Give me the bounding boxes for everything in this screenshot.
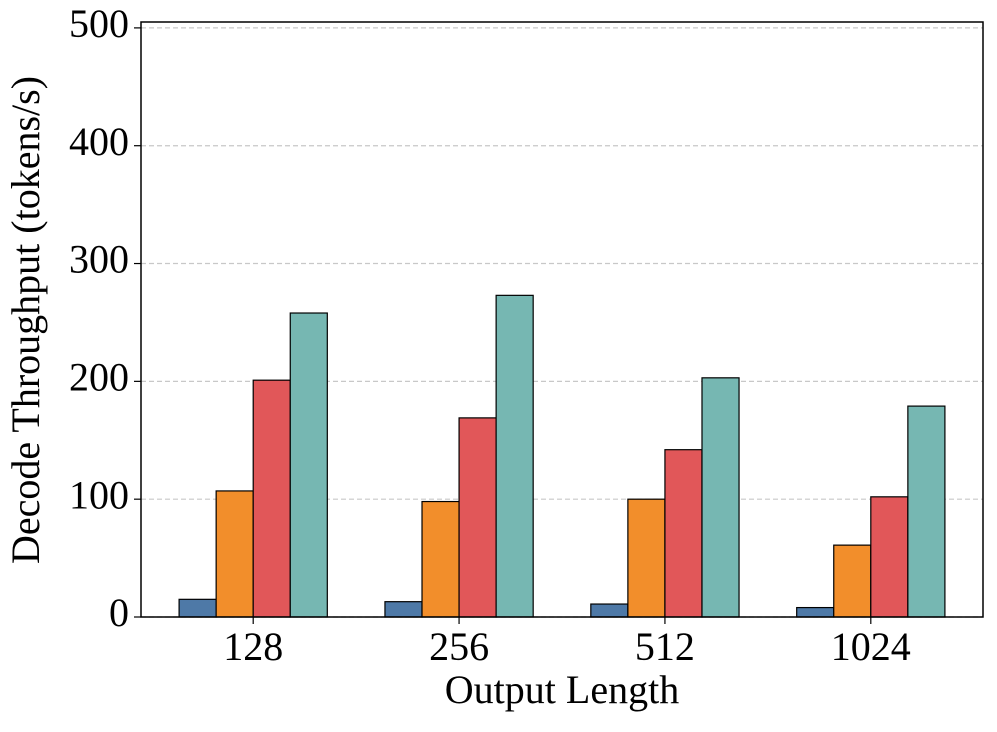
bar: [870, 496, 909, 618]
bar: [421, 500, 460, 618]
bar: [664, 449, 703, 618]
bar: [252, 379, 291, 618]
y-tick-label: 200: [69, 355, 129, 400]
bar: [458, 417, 497, 618]
y-tick-label: 0: [109, 590, 129, 635]
plot-frame: [140, 21, 984, 618]
bar: [178, 598, 217, 618]
bar: [384, 601, 423, 618]
bar: [796, 606, 835, 618]
y-tick-label: 400: [69, 119, 129, 164]
bar: [289, 312, 328, 618]
y-tick-label: 500: [69, 1, 129, 46]
x-tick-label: 128: [223, 624, 283, 669]
x-tick-label: 512: [635, 624, 695, 669]
x-axis-label: Output Length: [445, 667, 679, 712]
x-tick-label: 256: [429, 624, 489, 669]
y-axis-label: Decode Throughput (tokens/s): [3, 76, 48, 564]
bar: [833, 544, 872, 618]
bar: [590, 603, 629, 618]
x-tick-label: 1024: [831, 624, 911, 669]
y-tick-label: 300: [69, 237, 129, 282]
bar: [627, 498, 666, 618]
bar: [215, 490, 254, 618]
bar: [907, 405, 946, 618]
bar: [495, 294, 534, 618]
y-tick-label: 100: [69, 472, 129, 517]
bar: [701, 377, 740, 618]
